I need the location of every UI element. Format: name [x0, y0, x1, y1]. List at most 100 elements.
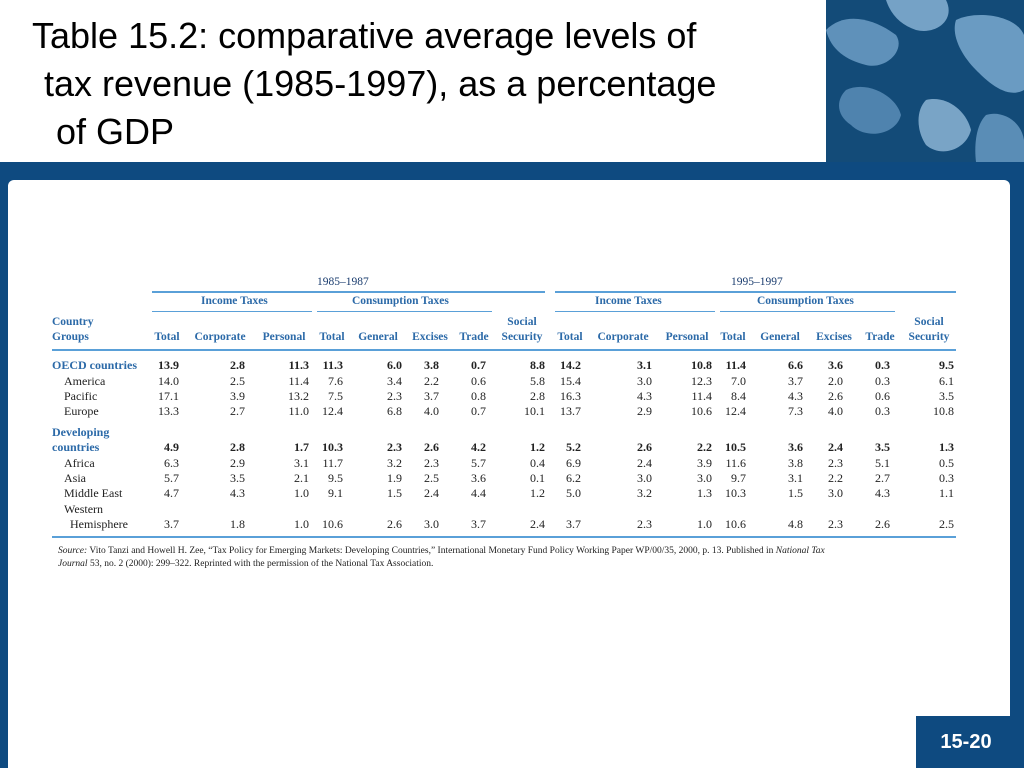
source-text-1: Vito Tanzi and Howell H. Zee, “Tax Polic…	[89, 546, 776, 556]
cell-r6-c7: 0.1	[530, 471, 545, 485]
cell-r4-c6: 4.2	[471, 440, 486, 454]
cell-r2-c7: 2.8	[530, 389, 545, 403]
page-number: 15-20	[916, 716, 1016, 768]
cell-r7-c0: 4.7	[164, 486, 179, 500]
row-label-6: Asia	[64, 471, 86, 485]
cell-r4-c13: 2.4	[828, 440, 843, 454]
cell-r8-c7: 2.4	[530, 517, 545, 531]
cell-r8-c14: 2.6	[875, 517, 890, 531]
cell-r2-c9: 4.3	[637, 389, 652, 403]
cell-r2-c10: 11.4	[691, 389, 712, 403]
cell-r5-c13: 2.3	[828, 456, 843, 470]
cell-r5-c3: 11.7	[322, 456, 343, 470]
cell-r6-c15: 0.3	[939, 471, 954, 485]
cell-r4-c10: 2.2	[697, 440, 712, 454]
cell-r3-c10: 10.6	[691, 404, 712, 418]
cell-r7-c14: 4.3	[875, 486, 890, 500]
row-label-4-a: Developing	[52, 425, 110, 439]
cell-r5-c1: 2.9	[230, 456, 245, 470]
cell-r4-c5: 2.6	[424, 440, 439, 454]
period-1985-1987: 1985–1987	[317, 276, 369, 288]
group-income-1985: Income Taxes	[201, 295, 268, 307]
cell-r1-c12: 3.7	[788, 374, 803, 388]
col-header-social-2-7: Security	[501, 331, 543, 343]
cell-r8-c9: 2.3	[637, 517, 652, 531]
cell-r5-c4: 3.2	[387, 456, 402, 470]
cell-r2-c5: 3.7	[424, 389, 439, 403]
col-header-social-1-15: Social	[914, 316, 944, 328]
cell-r4-c2: 1.7	[294, 440, 309, 454]
cell-r8-c3: 10.6	[322, 517, 343, 531]
cell-r6-c3: 9.5	[328, 471, 343, 485]
cell-r1-c10: 12.3	[691, 374, 712, 388]
col-header-8: Total	[557, 331, 583, 343]
col-header-14: Trade	[865, 331, 895, 343]
cell-r1-c6: 0.6	[471, 374, 486, 388]
world-map-graphic	[826, 0, 1024, 162]
cell-r7-c5: 2.4	[424, 486, 439, 500]
cell-r0-c13: 3.6	[828, 358, 843, 372]
cell-r8-c4: 2.6	[387, 517, 402, 531]
cell-r3-c3: 12.4	[322, 404, 343, 418]
cell-r4-c11: 10.5	[725, 440, 746, 454]
cell-r3-c4: 6.8	[387, 404, 402, 418]
cell-r6-c10: 3.0	[697, 471, 712, 485]
cell-r1-c0: 14.0	[158, 374, 179, 388]
cell-r1-c11: 7.0	[731, 374, 746, 388]
col-header-6: Trade	[459, 331, 489, 343]
cell-r8-c13: 2.3	[828, 517, 843, 531]
slide-title-line-2: tax revenue (1985-1997), as a percentage	[44, 63, 717, 104]
cell-r6-c11: 9.7	[731, 471, 746, 485]
cell-r1-c1: 2.5	[230, 374, 245, 388]
cell-r4-c3: 10.3	[322, 440, 343, 454]
cell-r0-c7: 8.8	[530, 358, 545, 372]
cell-r1-c2: 11.4	[288, 374, 309, 388]
cell-r8-c5: 3.0	[424, 517, 439, 531]
cell-r3-c11: 12.4	[725, 404, 746, 418]
country-groups-header-1: Country	[52, 316, 94, 328]
cell-r0-c11: 11.4	[725, 358, 746, 372]
cell-r6-c0: 5.7	[164, 471, 179, 485]
cell-r3-c1: 2.7	[230, 404, 245, 418]
cell-r4-c0: 4.9	[164, 440, 179, 454]
cell-r8-c8: 3.7	[566, 517, 581, 531]
cell-r7-c12: 1.5	[788, 486, 803, 500]
cell-r1-c4: 3.4	[387, 374, 402, 388]
cell-r8-c0: 3.7	[164, 517, 179, 531]
source-journal-2: Journal	[58, 559, 88, 569]
col-header-1: Corporate	[194, 331, 246, 343]
cell-r0-c9: 3.1	[637, 358, 652, 372]
cell-r6-c1: 3.5	[230, 471, 245, 485]
cell-r3-c0: 13.3	[158, 404, 179, 418]
cell-r6-c12: 3.1	[788, 471, 803, 485]
cell-r3-c6: 0.7	[471, 404, 486, 418]
cell-r2-c0: 17.1	[158, 389, 179, 403]
row-label-3: Europe	[64, 404, 99, 418]
cell-r2-c15: 3.5	[939, 389, 954, 403]
row-label-2: Pacific	[64, 389, 98, 403]
cell-r2-c11: 8.4	[731, 389, 746, 403]
col-header-10: Personal	[665, 331, 709, 343]
cell-r1-c9: 3.0	[637, 374, 652, 388]
header-rule	[52, 349, 956, 351]
cell-r6-c6: 3.6	[471, 471, 486, 485]
row-label-8-a: Western	[64, 502, 104, 516]
source-label: Source:	[58, 546, 88, 556]
period-rule-1	[152, 291, 545, 293]
col-header-0: Total	[154, 331, 180, 343]
col-header-social-2-15: Security	[908, 331, 950, 343]
slide-title-line-3: of GDP	[56, 111, 175, 152]
group-consumption-1985: Consumption Taxes	[352, 295, 449, 307]
cell-r0-c6: 0.7	[471, 358, 486, 372]
cell-r1-c7: 5.8	[530, 374, 545, 388]
row-label-4-b: countries	[52, 440, 100, 454]
cell-r5-c7: 0.4	[530, 456, 545, 470]
row-label-1: America	[64, 374, 106, 388]
cell-r4-c7: 1.2	[530, 440, 545, 454]
cell-r2-c12: 4.3	[788, 389, 803, 403]
cell-r6-c2: 2.1	[294, 471, 309, 485]
country-groups-header-2: Groups	[52, 331, 89, 343]
cell-r5-c2: 3.1	[294, 456, 309, 470]
cell-r1-c13: 2.0	[828, 374, 843, 388]
row-label-7: Middle East	[64, 486, 123, 500]
